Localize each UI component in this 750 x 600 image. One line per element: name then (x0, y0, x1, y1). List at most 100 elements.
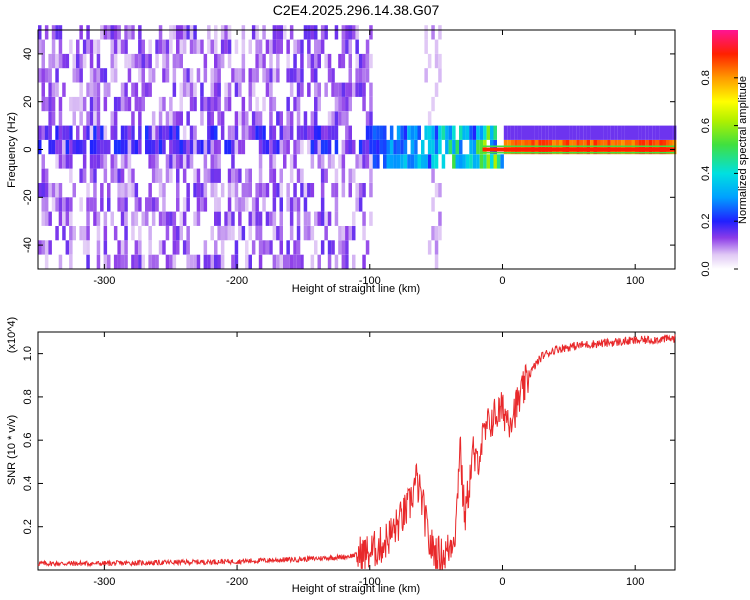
spectrogram-cell (89, 125, 94, 140)
spectrogram-cell (200, 96, 204, 112)
spectrogram-cell (279, 111, 283, 126)
snr-x-label: Height of straight line (km) (292, 583, 420, 595)
spectrogram-cell (248, 254, 252, 269)
spectrogram-cell (283, 125, 287, 140)
spectrogram-cell (179, 39, 183, 54)
spectrogram-cell (269, 154, 273, 169)
spectrogram-cell (148, 240, 152, 255)
y-tick-label: 0.2 (22, 519, 34, 534)
spectrogram-cell (234, 125, 239, 140)
spectrogram-cell (41, 39, 45, 54)
spectrogram-cell (434, 254, 439, 269)
spectrogram-cell (272, 168, 277, 183)
spectrogram-cell (238, 197, 242, 212)
spectrogram-cell (414, 139, 418, 155)
spectrogram-cell (231, 139, 235, 155)
snr-y-label: SNR (10 * v/v) (6, 415, 18, 485)
spectrogram-cell (310, 125, 315, 140)
spectrogram-cell (421, 154, 425, 169)
spectrogram-cell (93, 168, 97, 183)
spectrogram-cell (327, 211, 332, 226)
spectrogram-cell (593, 125, 597, 140)
spectrogram-cell (369, 96, 373, 112)
spectrogram-cell (65, 211, 70, 226)
spectrogram-cell (155, 53, 159, 69)
spectrogram-cell (624, 139, 629, 155)
spectrogram-cell (528, 139, 532, 155)
spectrogram-cell (169, 154, 173, 169)
spectrogram-cell (224, 82, 228, 97)
spectrogram-cell (96, 68, 101, 83)
spectrogram-cell (459, 139, 463, 155)
spectrogram-cell (107, 25, 111, 40)
spectrogram-cell (120, 39, 125, 54)
spectrogram-cell (176, 197, 180, 212)
spectrogram-cell (341, 39, 346, 54)
spectrogram-cell (472, 125, 477, 140)
spectrogram-cell (158, 211, 163, 226)
spectrogram-cell (365, 240, 370, 255)
spectrogram-cell (169, 254, 173, 269)
spectrogram-cell (241, 96, 246, 112)
spectrogram-cell (100, 125, 104, 140)
spectrogram-cell (310, 183, 315, 198)
spectrogram-cell (86, 25, 90, 40)
spectrogram-cell (320, 197, 325, 212)
spectrogram-cell (203, 240, 208, 255)
spectrogram-cell (597, 139, 601, 155)
spectrogram-cell (427, 125, 432, 140)
spectrogram-cell (341, 254, 346, 269)
spectrogram-cell (348, 53, 352, 69)
spectrogram-cell (317, 53, 321, 69)
spectrogram-cell (103, 154, 108, 169)
spectrogram-cell (217, 226, 221, 241)
spectrogram-cell (438, 25, 442, 40)
spectrogram-cell (124, 82, 128, 97)
spectrogram-cell (96, 240, 101, 255)
spectrogram-cell (179, 111, 183, 126)
spectrogram-cells (38, 25, 677, 269)
spectrogram-cell (82, 53, 87, 69)
spectrogram-cell (521, 139, 525, 155)
spectrogram-cell (41, 240, 45, 255)
spectrogram-cell (51, 25, 56, 40)
spectrogram-cell (93, 139, 97, 155)
spectrogram-cell (310, 154, 315, 169)
spectrogram-cell (76, 125, 80, 140)
spectrogram-cell (327, 53, 332, 69)
spectrogram-cell (389, 154, 394, 169)
spectrogram-cell (400, 125, 404, 140)
spectrogram-cell (286, 139, 290, 155)
spectrogram-cell (272, 226, 277, 241)
spectrogram-cell (203, 53, 208, 69)
spectrogram-cell (362, 96, 366, 112)
spectrogram-cell (103, 254, 108, 269)
spectrogram-cell (58, 197, 63, 212)
spectrogram-cell (117, 96, 121, 112)
spectrogram-cell (193, 125, 197, 140)
spectrogram-cell (279, 125, 283, 140)
signal-line (482, 147, 675, 152)
spectrogram-cell (234, 82, 239, 97)
spectrogram-cell (320, 154, 325, 169)
spectrogram-cell (583, 125, 587, 140)
spectrogram-cell (434, 183, 439, 198)
spectrogram-cell (296, 96, 301, 112)
spectrogram-cell (621, 125, 625, 140)
spectrogram-cell (138, 254, 142, 269)
spectrogram-cell (262, 183, 266, 198)
spectrogram-cell (251, 82, 256, 97)
spectrogram-cell (79, 226, 83, 241)
spectrogram-cell (76, 68, 80, 83)
spectrogram-cell (214, 139, 218, 155)
spectrogram-cell (314, 25, 318, 40)
spectrogram-cell (662, 139, 666, 155)
spectrogram-cell (141, 82, 145, 97)
spectrogram-cell (169, 125, 173, 140)
y-tick-label: 0 (22, 146, 34, 152)
spectrogram-cell (214, 168, 218, 183)
spectrogram-cell (258, 39, 263, 54)
spectrogram-cell (310, 25, 315, 40)
spectrogram-cell (200, 197, 204, 212)
spectrogram-cell (210, 68, 214, 83)
